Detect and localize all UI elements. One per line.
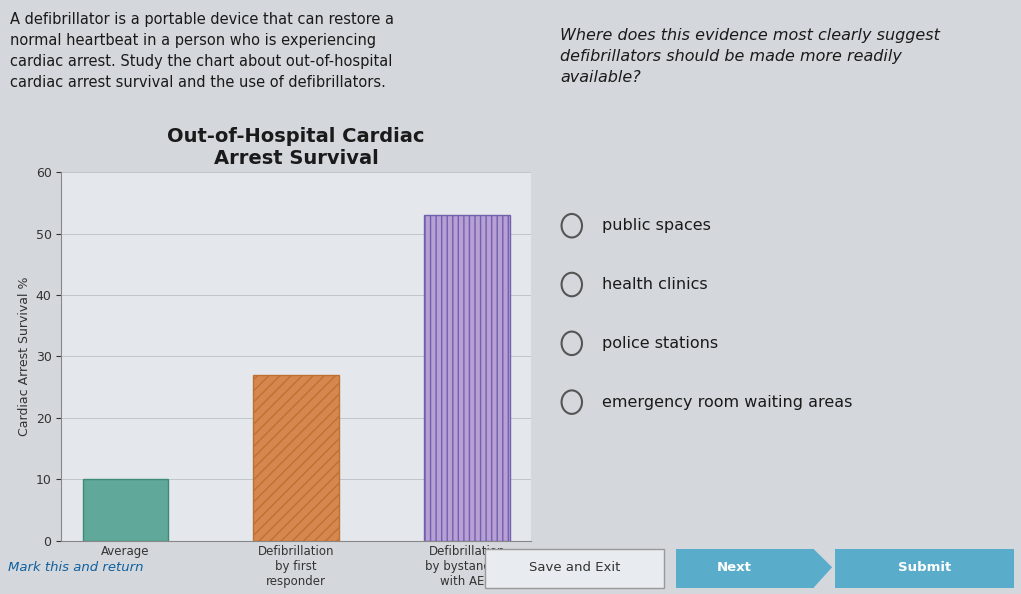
Title: Out-of-Hospital Cardiac
Arrest Survival: Out-of-Hospital Cardiac Arrest Survival bbox=[167, 127, 425, 168]
Text: emergency room waiting areas: emergency room waiting areas bbox=[602, 394, 853, 410]
Text: police stations: police stations bbox=[602, 336, 718, 351]
Text: health clinics: health clinics bbox=[602, 277, 708, 292]
Bar bbox=[424, 215, 509, 541]
Bar bbox=[83, 479, 168, 541]
Y-axis label: Cardiac Arrest Survival %: Cardiac Arrest Survival % bbox=[18, 277, 32, 436]
Text: Submit: Submit bbox=[897, 561, 952, 574]
Text: A defibrillator is a portable device that can restore a
normal heartbeat in a pe: A defibrillator is a portable device tha… bbox=[10, 12, 394, 90]
Text: Next: Next bbox=[717, 561, 752, 574]
FancyBboxPatch shape bbox=[485, 549, 664, 587]
Text: Where does this evidence most clearly suggest
defibrillators should be made more: Where does this evidence most clearly su… bbox=[561, 28, 940, 85]
FancyBboxPatch shape bbox=[835, 549, 1014, 587]
FancyBboxPatch shape bbox=[676, 549, 814, 587]
Polygon shape bbox=[814, 549, 832, 587]
Text: Mark this and return: Mark this and return bbox=[8, 561, 144, 574]
Text: public spaces: public spaces bbox=[602, 218, 711, 233]
Text: Save and Exit: Save and Exit bbox=[529, 561, 620, 574]
Bar bbox=[253, 375, 339, 541]
